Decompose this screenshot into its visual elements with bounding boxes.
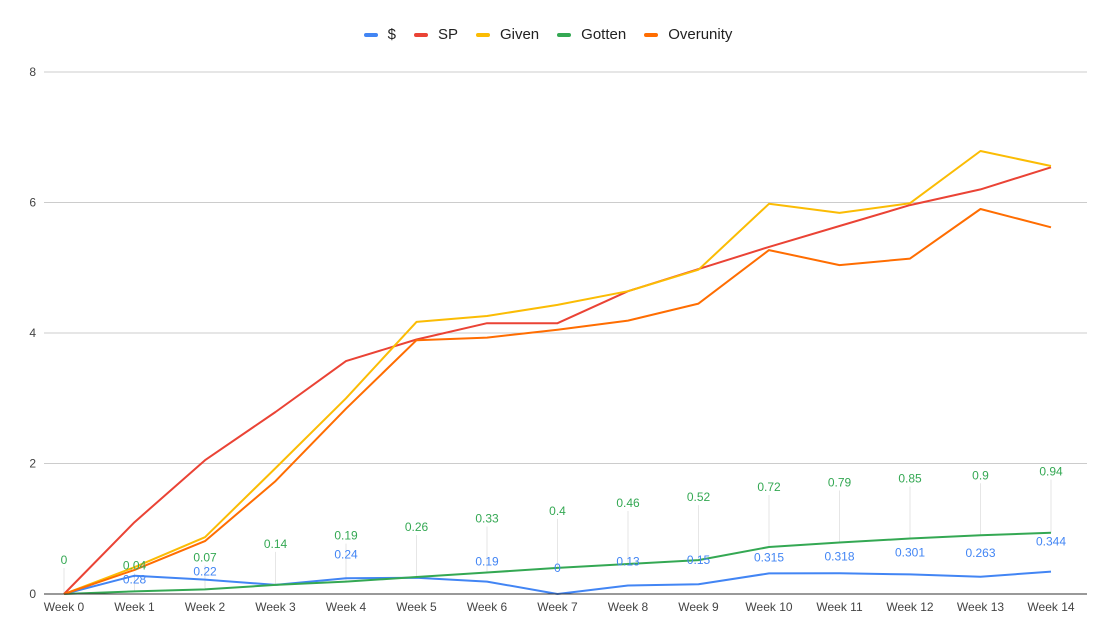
legend-label: Overunity [668, 26, 733, 43]
legend-label: Given [499, 26, 540, 43]
y-axis-ticks: 0 2 4 6 8 [29, 65, 36, 601]
data-label-gotten: 0.4 [549, 504, 566, 518]
gridlines [44, 71, 1087, 464]
legend-item-4[interactable]: Overunity [644, 26, 732, 43]
data-label-dollar: 0.263 [965, 546, 995, 560]
x-tick-label: Week 11 [816, 600, 863, 614]
data-label-dollar: 0.318 [824, 549, 854, 563]
data-label-gotten: 0.07 [193, 550, 217, 564]
x-axis-ticks: Week 0 Week 1 Week 2 Week 3 Week 4 Week 5 Week… [44, 600, 1075, 614]
legend-swatch [475, 32, 490, 37]
legend-item-2[interactable]: Given [475, 26, 540, 43]
x-tick-label: Week 9 [678, 600, 719, 614]
y-tick-label: 2 [29, 457, 36, 471]
x-tick-label: Week 1 [114, 600, 155, 614]
x-tick-label: Week 2 [185, 600, 226, 614]
data-label-dollar: 0.22 [193, 564, 217, 578]
x-tick-label: Week 10 [745, 600, 792, 614]
x-tick-label: Week 12 [886, 600, 933, 614]
x-tick-label: Week 7 [537, 600, 578, 614]
data-label-gotten: 0.72 [757, 480, 781, 494]
data-label-dollar: 0 [554, 561, 561, 575]
data-labels: 0 0.04 0.07 0.14 0.19 0.26 0.33 0.4 0.46 0.52 0.72… [61, 465, 1067, 587]
series-lines [63, 150, 1052, 595]
data-label-gotten: 0.9 [972, 468, 989, 482]
x-tick-label: Week 0 [44, 600, 85, 614]
data-label-dollar: 0.24 [334, 547, 358, 561]
data-label-dollar: 0.344 [1036, 535, 1066, 549]
data-label-gotten: 0 [61, 553, 68, 567]
series-line-sp [63, 166, 1052, 595]
x-tick-label: Week 8 [608, 600, 649, 614]
x-tick-label: Week 13 [957, 600, 1004, 614]
legend-swatch [644, 32, 659, 37]
data-label-dollar: 0.301 [895, 545, 925, 559]
data-label-gotten: 0.14 [264, 537, 288, 551]
series-line-gotten [63, 531, 1052, 595]
y-tick-label: 0 [29, 587, 36, 601]
data-label-gotten: 0.52 [687, 490, 711, 504]
data-label-dollar: 0.28 [123, 572, 147, 586]
y-tick-label: 4 [29, 326, 36, 340]
x-tick-label: Week 6 [467, 600, 508, 614]
legend-item-1[interactable]: SP [413, 26, 458, 43]
data-label-dollar: 0.15 [687, 553, 711, 567]
data-label-gotten: 0.46 [616, 496, 640, 510]
data-label-gotten: 0.04 [123, 558, 147, 572]
data-label-gotten: 0.33 [475, 511, 499, 525]
legend-swatch [363, 32, 378, 37]
x-tick-label: Week 3 [255, 600, 296, 614]
legend-label: SP [437, 26, 458, 43]
data-label-gotten: 0.19 [334, 529, 358, 543]
x-tick-label: Week 4 [326, 600, 367, 614]
data-label-gotten: 0.79 [828, 475, 852, 489]
data-label-gotten: 0.26 [405, 520, 429, 534]
legend-swatch [557, 32, 572, 37]
data-label-gotten: 0.85 [898, 472, 922, 486]
x-tick-label: Week 5 [396, 600, 437, 614]
data-label-dollar: 0.315 [754, 550, 784, 564]
legend-label: $ [387, 26, 396, 43]
legend-item-3[interactable]: Gotten [557, 26, 626, 43]
legend-item-0[interactable]: $ [363, 26, 396, 43]
y-tick-label: 6 [29, 196, 36, 210]
x-tick-label: Week 14 [1027, 600, 1074, 614]
series-line-overunity [63, 208, 1052, 595]
data-label-gotten: 0.94 [1039, 465, 1063, 479]
series-line-given [63, 150, 1052, 595]
legend-label: Gotten [581, 26, 627, 43]
data-label-dollar: 0.13 [616, 555, 640, 569]
legend: $ SP Given Gotten Overunity [0, 26, 1096, 43]
data-label-dollar: 0.19 [475, 555, 499, 569]
legend-swatch [413, 32, 428, 37]
y-tick-label: 8 [29, 65, 36, 79]
